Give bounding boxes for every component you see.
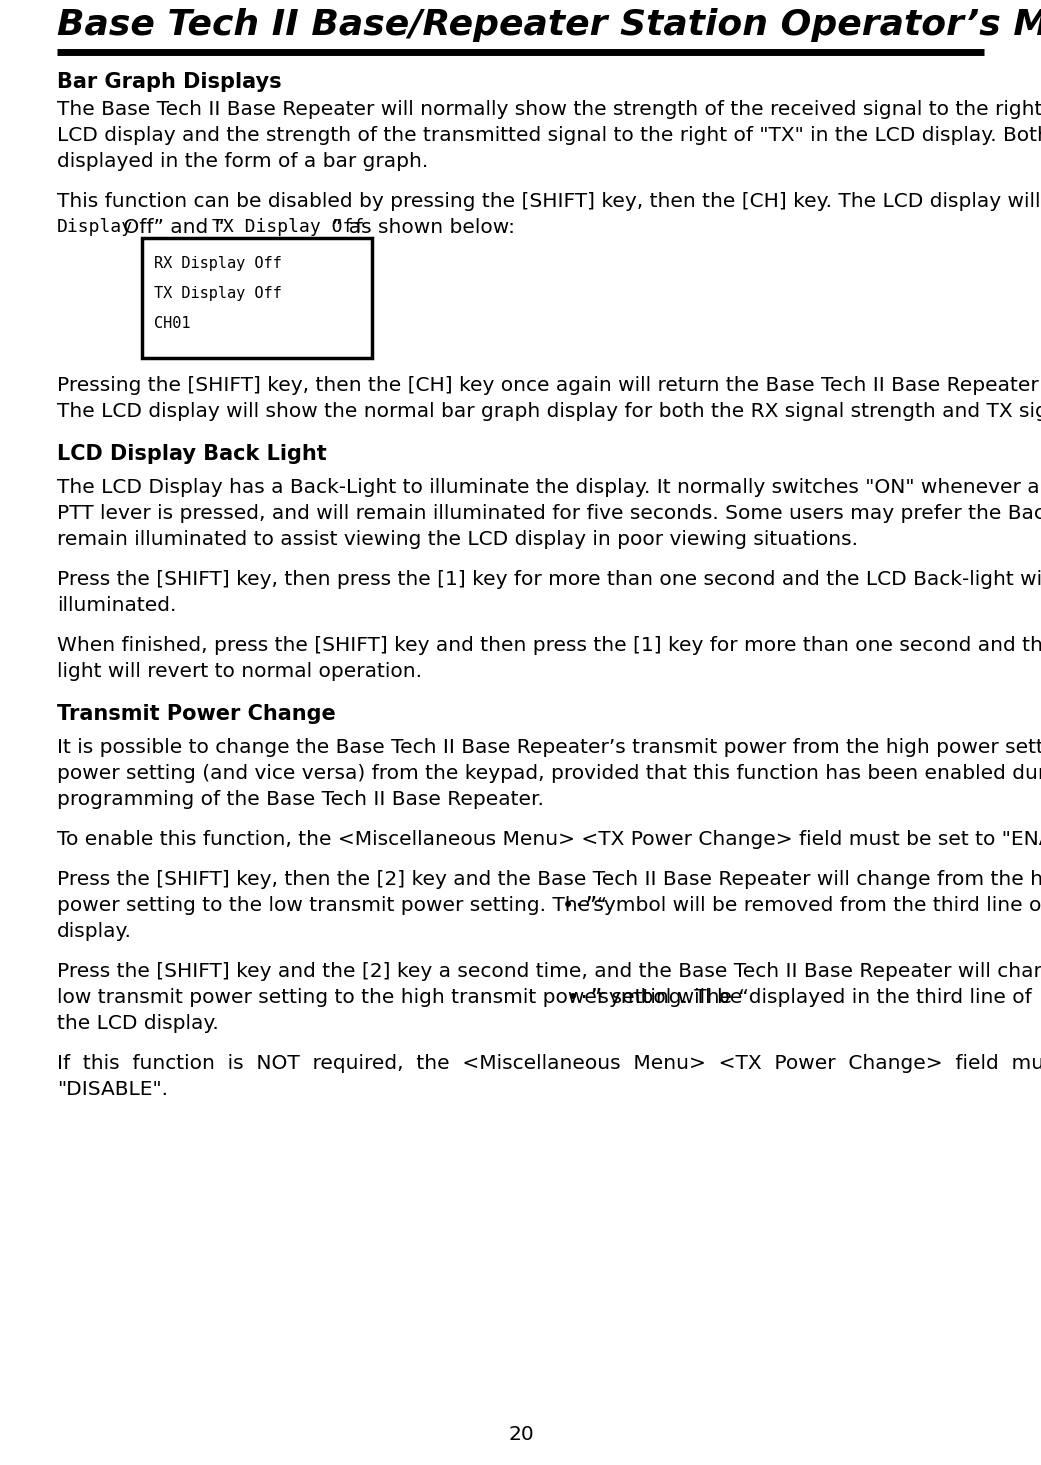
Text: remain illuminated to assist viewing the LCD display in poor viewing situations.: remain illuminated to assist viewing the… xyxy=(57,530,858,549)
Text: •·”: •·” xyxy=(567,987,604,1006)
Text: To enable this function, the <Miscellaneous Menu> <TX Power Change> field must b: To enable this function, the <Miscellane… xyxy=(57,831,1041,850)
Text: low transmit power setting to the high transmit power setting. The “: low transmit power setting to the high t… xyxy=(57,987,748,1006)
Text: PTT lever is pressed, and will remain illuminated for five seconds. Some users m: PTT lever is pressed, and will remain il… xyxy=(57,504,1041,523)
Text: light will revert to normal operation.: light will revert to normal operation. xyxy=(57,662,422,681)
Text: CH01: CH01 xyxy=(154,316,191,331)
Text: LCD Display Back Light: LCD Display Back Light xyxy=(57,444,327,464)
Text: When finished, press the [SHIFT] key and then press the [1] key for more than on: When finished, press the [SHIFT] key and… xyxy=(57,636,1041,655)
Text: This function can be disabled by pressing the [SHIFT] key, then the [CH] key. Th: This function can be disabled by pressin… xyxy=(57,192,1041,211)
Text: display.: display. xyxy=(57,921,132,941)
Text: If  this  function  is  NOT  required,  the  <Miscellaneous  Menu>  <TX  Power  : If this function is NOT required, the <M… xyxy=(57,1053,1041,1072)
Text: Press the [SHIFT] key and the [2] key a second time, and the Base Tech II Base R: Press the [SHIFT] key and the [2] key a … xyxy=(57,963,1041,982)
Text: LCD display and the strength of the transmitted signal to the right of "TX" in t: LCD display and the strength of the tran… xyxy=(57,126,1041,145)
Text: Pressing the [SHIFT] key, then the [CH] key once again will return the Base Tech: Pressing the [SHIFT] key, then the [CH] … xyxy=(57,377,1041,396)
Text: The Base Tech II Base Repeater will normally show the strength of the received s: The Base Tech II Base Repeater will norm… xyxy=(57,100,1041,119)
Text: power setting (and vice versa) from the keypad, provided that this function has : power setting (and vice versa) from the … xyxy=(57,765,1041,782)
Text: symbol will be displayed in the third line of: symbol will be displayed in the third li… xyxy=(592,987,1032,1006)
Text: the LCD display.: the LCD display. xyxy=(57,1014,219,1033)
Text: Transmit Power Change: Transmit Power Change xyxy=(57,705,336,724)
Text: The LCD display will show the normal bar graph display for both the RX signal st: The LCD display will show the normal bar… xyxy=(57,401,1041,420)
Text: ” as shown below:: ” as shown below: xyxy=(332,218,515,237)
Text: Press the [SHIFT] key, then the [2] key and the Base Tech II Base Repeater will : Press the [SHIFT] key, then the [2] key … xyxy=(57,870,1041,889)
Text: TX Display Off: TX Display Off xyxy=(212,218,364,236)
Text: "DISABLE".: "DISABLE". xyxy=(57,1080,168,1099)
Text: Base Tech II Base/Repeater Station Operator’s Manual: Base Tech II Base/Repeater Station Opera… xyxy=(57,7,1041,42)
Bar xyxy=(142,237,372,357)
Text: power setting to the low transmit power setting. The “: power setting to the low transmit power … xyxy=(57,897,607,916)
Text: symbol will be removed from the third line of the LCD: symbol will be removed from the third li… xyxy=(587,897,1041,916)
Text: RX Display Off: RX Display Off xyxy=(154,256,282,271)
Text: Off” and “: Off” and “ xyxy=(117,218,225,237)
Text: •·”: •·” xyxy=(562,897,599,916)
Text: Press the [SHIFT] key, then press the [1] key for more than one second and the L: Press the [SHIFT] key, then press the [1… xyxy=(57,570,1041,589)
Text: illuminated.: illuminated. xyxy=(57,596,176,615)
Text: It is possible to change the Base Tech II Base Repeater’s transmit power from th: It is possible to change the Base Tech I… xyxy=(57,738,1041,757)
Text: displayed in the form of a bar graph.: displayed in the form of a bar graph. xyxy=(57,152,428,171)
Text: TX Display Off: TX Display Off xyxy=(154,286,282,300)
Text: Display: Display xyxy=(57,218,133,236)
Text: Bar Graph Displays: Bar Graph Displays xyxy=(57,72,282,92)
Text: 20: 20 xyxy=(508,1425,534,1444)
Text: The LCD Display has a Back-Light to illuminate the display. It normally switches: The LCD Display has a Back-Light to illu… xyxy=(57,478,1041,497)
Text: programming of the Base Tech II Base Repeater.: programming of the Base Tech II Base Rep… xyxy=(57,790,543,809)
